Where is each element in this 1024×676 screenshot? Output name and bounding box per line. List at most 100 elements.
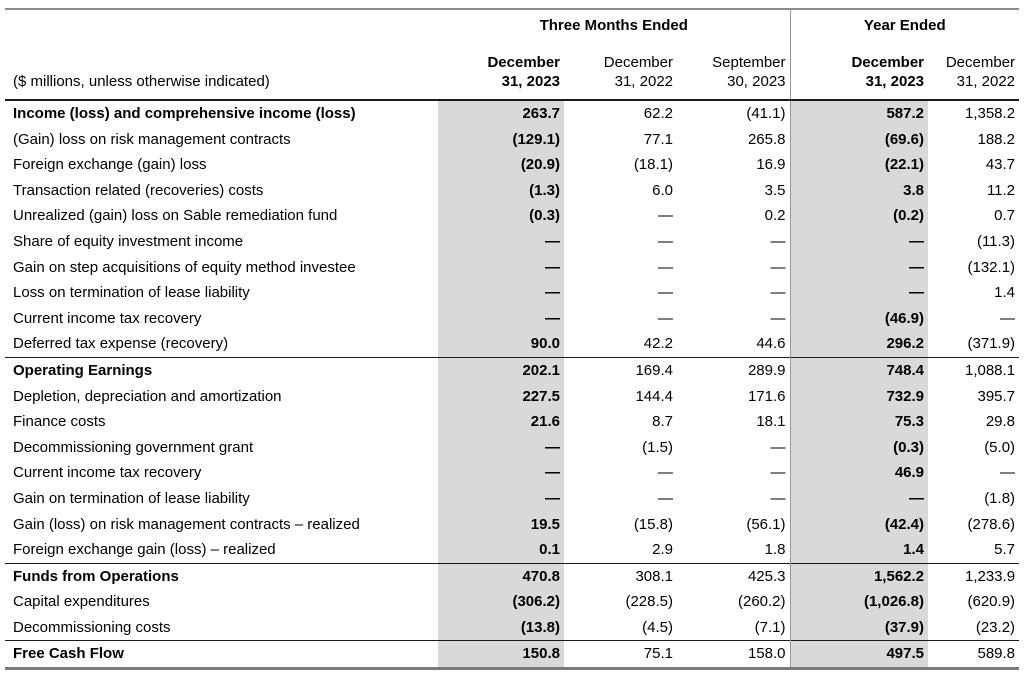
row-value: (56.1): [677, 511, 791, 538]
table-row: Gain on termination of lease liability —…: [5, 485, 1019, 512]
column-header-row: ($ millions, unless otherwise indicated)…: [5, 40, 1020, 101]
row-value: 470.8: [438, 562, 564, 590]
row-label: Decommissioning government grant: [13, 438, 254, 456]
row-value: —: [677, 434, 791, 461]
table-row: Depletion, depreciation and amortization…: [5, 383, 1019, 410]
row-value: —: [438, 254, 564, 281]
row-value: 18.1: [677, 409, 791, 435]
row-value: 16.9: [677, 152, 791, 178]
row-value: —: [438, 485, 564, 512]
row-value: (0.3): [790, 434, 929, 461]
row-label: Loss on termination of lease liability: [13, 284, 250, 302]
column-header-line1: December: [851, 54, 925, 71]
table-row: Share of equity investment income — — — …: [5, 228, 1019, 255]
row-value: 0.1: [438, 537, 564, 564]
row-value: (132.1): [967, 258, 1016, 276]
row-value: (129.1): [438, 126, 564, 153]
row-value: 8.7: [652, 413, 673, 431]
row-value: —: [677, 460, 791, 486]
row-value: (0.3): [438, 203, 564, 229]
column-header-line1: December: [945, 54, 1016, 71]
row-value: (23.2): [975, 618, 1016, 636]
row-value: (371.9): [967, 335, 1016, 353]
row-value: (306.2): [438, 589, 564, 615]
row-value: 75.3: [790, 409, 929, 435]
row-label: Income (loss) and comprehensive income (…: [13, 105, 356, 122]
row-label: Current income tax recovery: [13, 464, 202, 482]
table-row: Finance costs 21.6 8.7 18.1 75.3 29.8: [5, 409, 1019, 435]
group-header-three-months-ended: Three Months Ended: [438, 9, 791, 40]
row-value: 227.5: [438, 383, 564, 410]
row-value: —: [790, 228, 929, 255]
row-value: —: [658, 284, 673, 302]
row-value: 1.4: [994, 284, 1016, 302]
row-value: 43.7: [985, 156, 1016, 174]
table-row: Gain (loss) on risk management contracts…: [5, 511, 1019, 538]
row-value: (41.1): [677, 100, 791, 127]
row-value: (228.5): [625, 593, 673, 611]
row-label: Current income tax recovery: [13, 309, 202, 327]
row-value: (20.9): [438, 152, 564, 178]
row-value: 1,358.2: [964, 105, 1016, 122]
row-label: Foreign exchange gain (loss) – realized: [13, 541, 276, 559]
column-header-dec-31-2022-y: December 31, 2022: [928, 40, 1020, 101]
row-value: 169.4: [564, 356, 677, 384]
column-header-sep-30-2023-q: September 30, 2023: [677, 40, 791, 101]
row-value: 732.9: [790, 383, 929, 410]
column-header-line1: September: [712, 54, 786, 71]
group-header-year-ended: Year Ended: [863, 16, 946, 34]
row-value: 144.4: [635, 387, 673, 405]
column-header-dec-31-2023-y: December 31, 2023: [790, 40, 929, 101]
row-value: (5.0): [984, 438, 1016, 456]
row-label: Foreign exchange (gain) loss: [13, 156, 207, 174]
table-header: Three Months Ended Year Ended ($ million…: [5, 9, 1020, 101]
row-value: (18.1): [633, 156, 673, 174]
table-row: Current income tax recovery — — — (46.9)…: [5, 305, 1019, 332]
row-value: (37.9): [790, 614, 929, 641]
row-value: 265.8: [677, 126, 791, 153]
row-value: 296.2: [790, 331, 929, 358]
row-value: 2.9: [652, 541, 673, 559]
table-row: Transaction related (recoveries) costs (…: [5, 177, 1019, 204]
row-label: Gain on termination of lease liability: [13, 489, 250, 507]
financial-results-table: Three Months Ended Year Ended ($ million…: [5, 8, 1020, 671]
row-value: —: [790, 485, 929, 512]
row-value: —: [790, 254, 929, 281]
table-row: Decommissioning costs (13.8) (4.5) (7.1)…: [5, 614, 1019, 641]
row-value: —: [438, 228, 564, 255]
row-value: 395.7: [977, 387, 1016, 405]
row-value: 150.8: [438, 640, 564, 669]
table-row: Current income tax recovery — — — 46.9 —: [5, 460, 1019, 486]
row-value: 158.0: [677, 640, 791, 669]
row-value: 1,233.9: [928, 562, 1020, 590]
row-value: (69.6): [790, 126, 929, 153]
row-value: 90.0: [438, 331, 564, 358]
row-value: 171.6: [677, 383, 791, 410]
row-value: —: [677, 228, 791, 255]
row-value: 5.7: [994, 541, 1016, 559]
table-row: Deferred tax expense (recovery) 90.0 42.…: [5, 331, 1019, 358]
row-value: (4.5): [642, 618, 673, 636]
table-row: Foreign exchange gain (loss) – realized …: [5, 537, 1019, 564]
column-header-line2: 31, 2023: [501, 73, 560, 90]
column-header-dec-31-2022-q: December 31, 2022: [564, 40, 677, 101]
row-value: 3.8: [790, 177, 929, 204]
row-value: —: [658, 489, 673, 507]
row-value: —: [1000, 464, 1016, 482]
row-value: —: [677, 280, 791, 306]
table-row: Income (loss) and comprehensive income (…: [5, 100, 1019, 127]
row-value: —: [438, 434, 564, 461]
row-label: Gain (loss) on risk management contracts…: [13, 515, 360, 533]
row-value: —: [658, 232, 673, 250]
row-value: 29.8: [985, 413, 1016, 431]
table-row: Foreign exchange (gain) loss (20.9) (18.…: [5, 152, 1019, 178]
row-label: Unrealized (gain) loss on Sable remediat…: [13, 207, 338, 225]
row-value: 188.2: [977, 130, 1016, 148]
row-value: 308.1: [564, 562, 677, 590]
row-value: (13.8): [438, 614, 564, 641]
table-body: Income (loss) and comprehensive income (…: [5, 100, 1020, 669]
row-value: —: [677, 485, 791, 512]
unit-note: ($ millions, unless otherwise indicated): [5, 40, 438, 101]
row-value: —: [658, 258, 673, 276]
row-value: 46.9: [790, 460, 929, 486]
